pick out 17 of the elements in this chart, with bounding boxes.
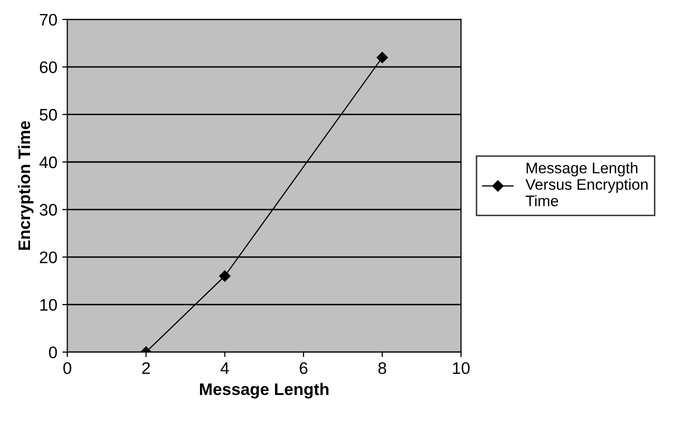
y-axis-title: Encryption Time — [18, 121, 34, 250]
x-tick-label: 0 — [63, 362, 72, 374]
x-axis-title: Message Length — [200, 382, 328, 399]
y-tick-label: 40 — [39, 156, 57, 168]
x-tick-label: 2 — [142, 362, 150, 374]
y-tick-label: 10 — [40, 298, 57, 311]
y-tick-label: 30 — [40, 204, 57, 216]
x-tick-label: 8 — [378, 362, 386, 374]
x-tick-label: 6 — [300, 362, 308, 374]
x-tick-label: 10 — [453, 362, 470, 374]
y-tick-label: 0 — [48, 346, 57, 358]
y-tick-label: 50 — [40, 108, 57, 121]
legend-label: Message Length Versus Encryption Time — [525, 162, 648, 206]
x-tick-label: 4 — [220, 362, 229, 374]
y-tick-label: 60 — [40, 61, 57, 74]
y-tick-label: 70 — [40, 14, 57, 26]
y-tick-label: 20 — [40, 251, 57, 264]
